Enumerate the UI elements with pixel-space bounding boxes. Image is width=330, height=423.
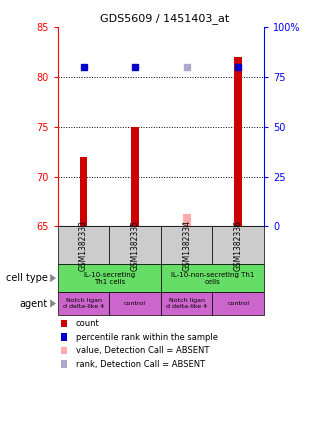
Text: GDS5609 / 1451403_at: GDS5609 / 1451403_at [100,13,230,24]
Text: IL-10-secreting
Th1 cells: IL-10-secreting Th1 cells [83,272,135,285]
Bar [183,214,190,226]
Bar [234,58,242,226]
Text: rank, Detection Call = ABSENT: rank, Detection Call = ABSENT [76,360,205,369]
Text: GSM1382336: GSM1382336 [234,220,243,271]
Text: GSM1382334: GSM1382334 [182,220,191,271]
Text: GSM1382333: GSM1382333 [79,220,88,271]
Text: count: count [76,319,100,328]
Text: percentile rank within the sample: percentile rank within the sample [76,332,218,342]
Text: agent: agent [19,299,48,308]
Text: Notch ligan
d delta-like 4: Notch ligan d delta-like 4 [166,298,207,309]
Bar [131,127,139,226]
Text: cell type: cell type [6,273,48,283]
Text: control: control [227,301,249,306]
Polygon shape [50,274,56,282]
Text: Notch ligan
d delta-like 4: Notch ligan d delta-like 4 [63,298,104,309]
Text: value, Detection Call = ABSENT: value, Detection Call = ABSENT [76,346,209,355]
Polygon shape [50,299,56,308]
Text: IL-10-non-secreting Th1
cells: IL-10-non-secreting Th1 cells [171,272,254,285]
Text: control: control [124,301,146,306]
Text: GSM1382335: GSM1382335 [131,220,140,271]
Bar [80,157,87,226]
